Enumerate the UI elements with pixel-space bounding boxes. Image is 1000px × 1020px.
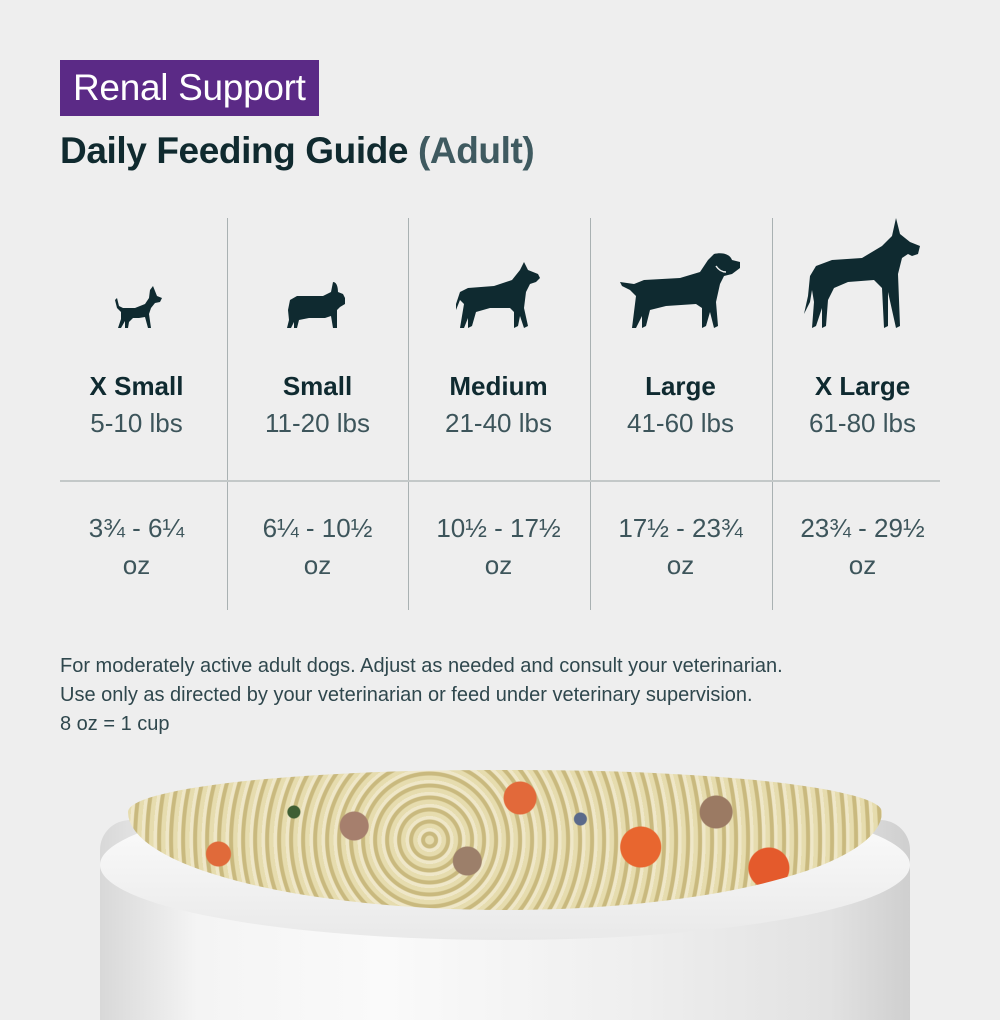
amount-value: 23¾ - 29½ (800, 513, 925, 543)
great-dane-icon (803, 218, 920, 328)
feeding-amount-x-small: 3¾ - 6¼ oz (46, 510, 227, 584)
amount-unit: oz (666, 550, 695, 580)
size-name: X Large (814, 371, 911, 401)
terrier-icon (455, 262, 540, 328)
amount-value: 17½ - 23¾ (618, 513, 743, 543)
amount-unit: oz (848, 550, 877, 580)
amount-value: 6¼ - 10½ (262, 513, 373, 543)
note-line: For moderately active adult dogs. Adjust… (60, 655, 783, 677)
food-bowl-image (100, 770, 910, 1020)
size-name: Medium (449, 371, 548, 401)
product-badge: Renal Support (60, 60, 319, 116)
chihuahua-icon (114, 286, 162, 328)
amount-value: 10½ - 17½ (436, 513, 561, 543)
weight-range: 5-10 lbs (90, 408, 183, 438)
title-main: Daily Feeding Guide (60, 130, 409, 171)
size-column-large: Large 41-60 lbs (590, 218, 771, 440)
size-column-medium: Medium 21-40 lbs (408, 218, 589, 440)
size-column-small: Small 11-20 lbs (227, 218, 408, 440)
amount-unit: oz (303, 550, 332, 580)
weight-range: 11-20 lbs (264, 408, 371, 438)
size-column-x-small: X Small 5-10 lbs (46, 218, 227, 440)
size-column-x-large: X Large 61-80 lbs (772, 218, 953, 440)
french-bulldog-icon (286, 282, 345, 328)
weight-range: 41-60 lbs (627, 408, 734, 438)
labrador-icon (619, 253, 740, 328)
amount-value: 3¾ - 6¼ (88, 513, 185, 543)
weight-range: 61-80 lbs (809, 408, 916, 438)
size-name: X Small (89, 371, 184, 401)
note-line: 8 oz = 1 cup (60, 713, 170, 735)
feeding-amount-x-large: 23¾ - 29½ oz (772, 510, 953, 584)
row-divider (60, 480, 940, 482)
amount-unit: oz (484, 550, 513, 580)
size-name: Large (645, 371, 716, 401)
size-name: Small (282, 371, 353, 401)
note-line: Use only as directed by your veterinaria… (60, 684, 753, 706)
page-title: Daily Feeding Guide (Adult) (60, 130, 535, 172)
feeding-amount-large: 17½ - 23¾ oz (590, 510, 771, 584)
feeding-notes: For moderately active adult dogs. Adjust… (60, 652, 783, 739)
feeding-amount-medium: 10½ - 17½ oz (408, 510, 589, 584)
feeding-amount-small: 6¼ - 10½ oz (227, 510, 408, 584)
amount-unit: oz (122, 550, 151, 580)
weight-range: 21-40 lbs (445, 408, 552, 438)
title-suffix: (Adult) (417, 130, 535, 171)
